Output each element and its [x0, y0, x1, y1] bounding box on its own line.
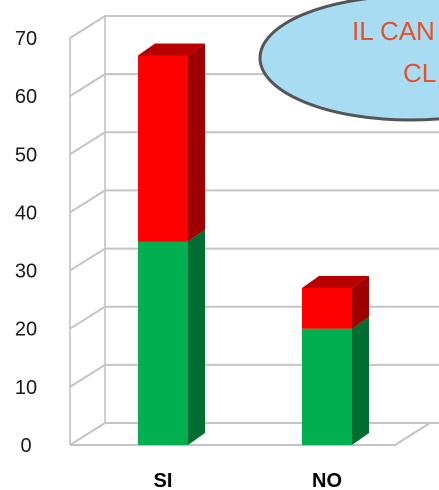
y-tick-label: 50 [15, 144, 37, 166]
gridline [69, 363, 439, 388]
bar-top [138, 43, 205, 56]
floor-edge [70, 422, 431, 446]
x-category-label: NO [312, 470, 342, 490]
gridline [69, 189, 439, 214]
bar-segment-front [138, 241, 188, 445]
bar-segment-side [352, 276, 369, 329]
bar-segment-front [302, 288, 352, 329]
y-tick-label: 0 [20, 435, 31, 457]
y-tick-label: 10 [15, 377, 37, 399]
bar-segment-side [188, 229, 205, 445]
y-axis-ticks: 0 10 20 30 40 50 60 70 [15, 28, 37, 457]
y-tick-label: 70 [15, 28, 37, 50]
y-tick-label: 40 [15, 202, 37, 224]
callout-line-1: IL CAN [352, 16, 435, 46]
bars [138, 43, 369, 445]
bar-segment-side [352, 316, 369, 445]
y-tick-label: 60 [15, 86, 37, 108]
gridline [69, 247, 439, 272]
x-category-label: SI [154, 470, 173, 490]
y-tick-label: 30 [15, 261, 37, 283]
callout-line-2: CL [403, 58, 436, 88]
bar-segment-front [138, 55, 188, 242]
y-tick-label: 20 [15, 319, 37, 341]
x-axis-labels: SI NO [154, 470, 342, 490]
gridline [69, 131, 439, 156]
bar-top [302, 276, 369, 289]
bar-segment-front [302, 328, 352, 445]
gridline [69, 305, 439, 330]
bar-segment-side [188, 43, 205, 242]
callout-ellipse [258, 0, 439, 122]
callout-bubble: IL CAN CL [258, 0, 439, 122]
gridline [69, 422, 439, 446]
